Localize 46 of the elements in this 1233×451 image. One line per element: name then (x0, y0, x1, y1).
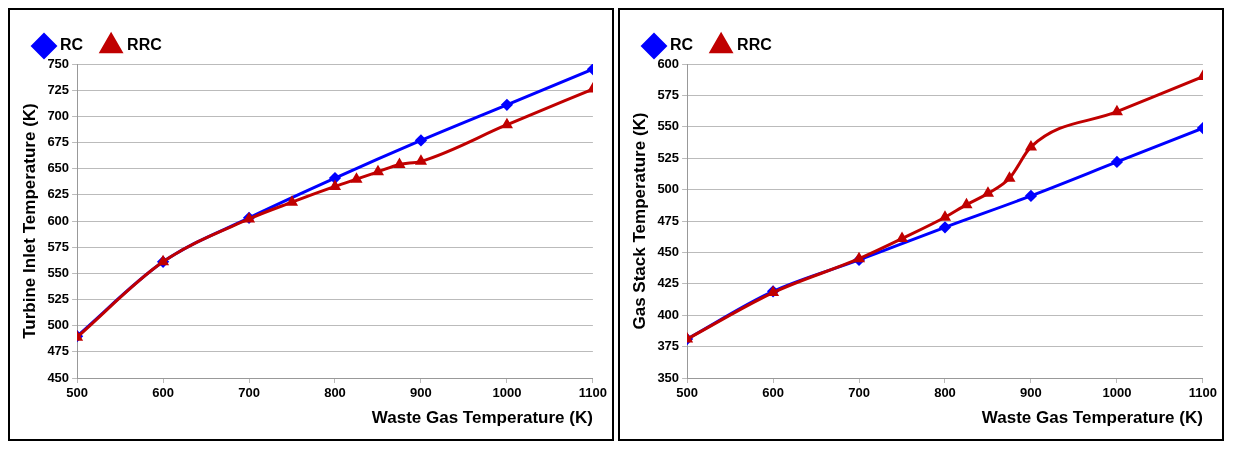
y-tick-label: 600 (657, 55, 680, 71)
x-tick-label: 500 (676, 385, 698, 401)
legend-label: RC (670, 36, 694, 54)
x-axis-title: Waste Gas Temperature (K) (981, 408, 1203, 428)
x-tick-label: 500 (66, 385, 88, 401)
y-tick-label: 450 (657, 243, 680, 259)
x-tick-label: 800 (934, 385, 956, 401)
y-tick-label: 550 (657, 118, 680, 134)
x-tick-label: 1000 (492, 385, 522, 401)
y-tick-label: 525 (657, 149, 680, 165)
x-tick-label: 800 (324, 385, 346, 401)
y-tick-label: 750 (47, 55, 70, 71)
y-tick-label: 350 (657, 369, 680, 385)
y-tick-label: 425 (657, 275, 680, 291)
y-tick-label: 400 (657, 306, 680, 322)
y-tick-label: 500 (657, 181, 680, 197)
legend-label: RRC (737, 36, 773, 54)
x-tick-label: 1000 (1102, 385, 1132, 401)
y-axis-title: Turbine Inlet Temperature (K) (19, 103, 39, 339)
y-tick-label: 700 (47, 107, 70, 123)
y-tick-label: 675 (47, 134, 70, 150)
y-tick-label: 475 (47, 343, 70, 359)
y-tick-label: 625 (47, 186, 70, 202)
y-tick-label: 725 (47, 81, 70, 97)
y-tick-label: 450 (47, 369, 70, 385)
x-axis-title: Waste Gas Temperature (K) (371, 408, 593, 428)
x-tick-label: 1100 (578, 385, 607, 401)
y-tick-label: 550 (47, 264, 70, 280)
y-axis-title: Gas Stack Temperature (K) (629, 112, 649, 330)
y-tick-label: 575 (47, 238, 70, 254)
x-tick-label: 700 (238, 385, 260, 401)
x-tick-label: 900 (1020, 385, 1042, 401)
x-tick-label: 1100 (1188, 385, 1217, 401)
x-tick-label: 900 (410, 385, 432, 401)
y-tick-label: 500 (47, 317, 70, 333)
y-tick-label: 525 (47, 291, 70, 307)
x-tick-label: 600 (762, 385, 784, 401)
y-tick-label: 650 (47, 160, 70, 176)
y-tick-label: 475 (657, 212, 680, 228)
x-tick-label: 700 (848, 385, 870, 401)
y-tick-label: 600 (47, 212, 70, 228)
legend-label: RRC (127, 36, 163, 54)
y-tick-label: 375 (657, 338, 680, 354)
y-tick-label: 575 (657, 86, 680, 102)
x-tick-label: 600 (152, 385, 174, 401)
legend-label: RC (60, 36, 84, 54)
